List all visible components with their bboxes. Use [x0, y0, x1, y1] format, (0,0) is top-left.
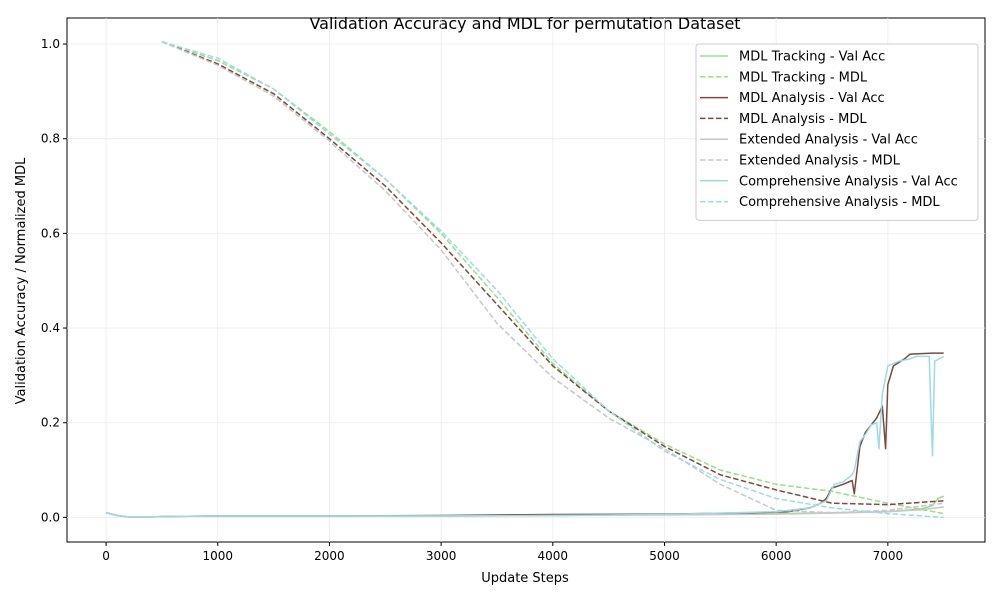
x-tick-label: 3000	[426, 549, 457, 563]
series-line-6	[161, 41, 944, 514]
legend: MDL Tracking - Val Acc MDL Tracking - MDL…	[695, 43, 979, 221]
y-axis-label: Validation Accuracy / Normalized MDL	[14, 157, 29, 404]
y-tick-label: 0.8	[41, 132, 60, 146]
y-tick-label: 0.0	[41, 510, 60, 524]
x-axis-label: Update Steps	[481, 571, 569, 586]
chart-title: Validation Accuracy and MDL for permutat…	[309, 14, 740, 33]
axis-ticks: 0 1000 2000 3000 4000 5000 6000 7000 0.0 0.2 0.4 0.…	[41, 37, 903, 563]
legend-label: Comprehensive Analysis - MDL	[739, 195, 940, 210]
x-tick-label: 6000	[761, 549, 792, 563]
x-tick-label: 1000	[202, 549, 233, 563]
series-lines	[105, 40, 945, 519]
legend-label: MDL Tracking - MDL	[739, 70, 868, 85]
legend-label: MDL Tracking - Val Acc	[739, 50, 885, 65]
legend-box	[695, 43, 979, 221]
series-line-4	[161, 41, 944, 506]
series-line-3	[105, 352, 944, 518]
x-tick-label: 2000	[314, 549, 345, 563]
series-line-8	[161, 40, 944, 519]
plot-area	[66, 17, 986, 543]
legend-label: Extended Analysis - Val Acc	[739, 133, 918, 148]
x-tick-label: 5000	[649, 549, 680, 563]
legend-label: Extended Analysis - MDL	[739, 154, 901, 169]
legend-label: MDL Analysis - MDL	[739, 112, 867, 127]
grid-lines	[67, 18, 985, 542]
x-tick-label: 4000	[538, 549, 569, 563]
x-tick-label: 0	[102, 549, 110, 563]
y-tick-label: 0.4	[41, 321, 60, 335]
x-tick-label: 7000	[873, 549, 904, 563]
y-tick-label: 0.2	[41, 416, 60, 430]
legend-label: MDL Analysis - Val Acc	[739, 91, 885, 106]
legend-label: Comprehensive Analysis - Val Acc	[739, 174, 958, 189]
series-line-7	[105, 355, 945, 518]
y-tick-label: 0.6	[41, 226, 60, 240]
y-tick-label: 1.0	[41, 37, 60, 51]
